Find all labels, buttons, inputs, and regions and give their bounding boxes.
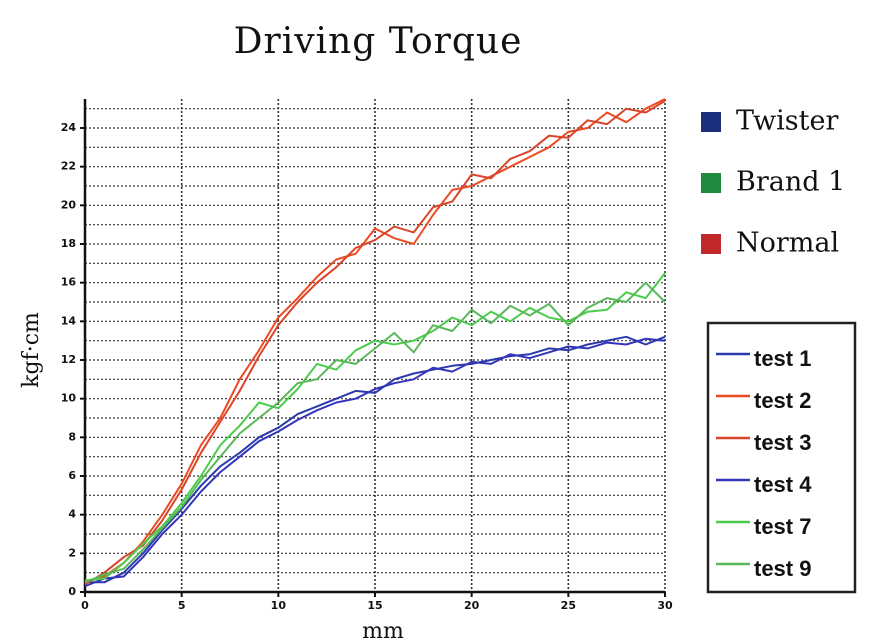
x-axis-label: mm <box>362 619 404 643</box>
y-tick-label: 8 <box>68 430 76 443</box>
series-line <box>84 98 666 584</box>
series-line <box>84 272 666 582</box>
x-tick-label: 30 <box>657 599 673 612</box>
series-line <box>84 337 666 588</box>
group-label: Brand 1 <box>736 167 845 198</box>
y-tick-label: 12 <box>61 353 76 366</box>
x-tick-label: 15 <box>367 599 382 612</box>
series-line <box>85 335 666 584</box>
y-tick-label: 18 <box>61 237 76 250</box>
group-label: Twister <box>736 106 838 137</box>
y-tick-label: 14 <box>61 314 77 327</box>
x-tick-label: 0 <box>81 599 89 612</box>
legend-box <box>706 321 857 594</box>
chart-title: Driving Torque <box>234 21 523 62</box>
legend-label: test 3 <box>754 430 811 455</box>
x-tick-label: 25 <box>561 599 576 612</box>
series-line <box>84 100 666 586</box>
x-tick-label: 20 <box>464 599 480 612</box>
y-tick-label: 0 <box>68 585 76 598</box>
group-label: Normal <box>736 228 839 259</box>
y-tick-label: 16 <box>61 276 77 289</box>
group-swatch <box>701 234 721 254</box>
y-tick-label: 10 <box>61 392 77 405</box>
x-tick-label: 10 <box>271 599 287 612</box>
group-swatch <box>701 173 721 193</box>
legend-label: test 7 <box>754 514 811 539</box>
y-axis-label: kgf·cm <box>19 312 44 388</box>
y-tick-label: 4 <box>68 508 76 521</box>
legend-label: test 9 <box>754 556 811 581</box>
x-tick-label: 5 <box>178 599 186 612</box>
series-line <box>84 281 666 584</box>
legend-label: test 1 <box>754 346 811 371</box>
legend-label: test 2 <box>754 388 811 413</box>
y-tick-label: 2 <box>68 546 76 559</box>
y-tick-label: 22 <box>61 160 76 173</box>
y-tick-label: 6 <box>68 469 76 482</box>
group-swatch <box>701 112 721 132</box>
y-tick-label: 20 <box>61 198 77 211</box>
y-tick-label: 24 <box>61 121 77 134</box>
legend-label: test 4 <box>754 472 812 497</box>
